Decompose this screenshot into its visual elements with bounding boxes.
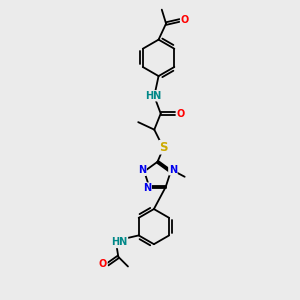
Text: O: O xyxy=(181,15,189,26)
Text: HN: HN xyxy=(146,91,162,101)
Text: N: N xyxy=(143,183,151,193)
Text: O: O xyxy=(99,259,107,269)
Text: N: N xyxy=(138,165,146,175)
Text: O: O xyxy=(176,109,184,118)
Text: S: S xyxy=(159,141,168,154)
Text: N: N xyxy=(169,165,177,175)
Text: HN: HN xyxy=(111,238,128,248)
